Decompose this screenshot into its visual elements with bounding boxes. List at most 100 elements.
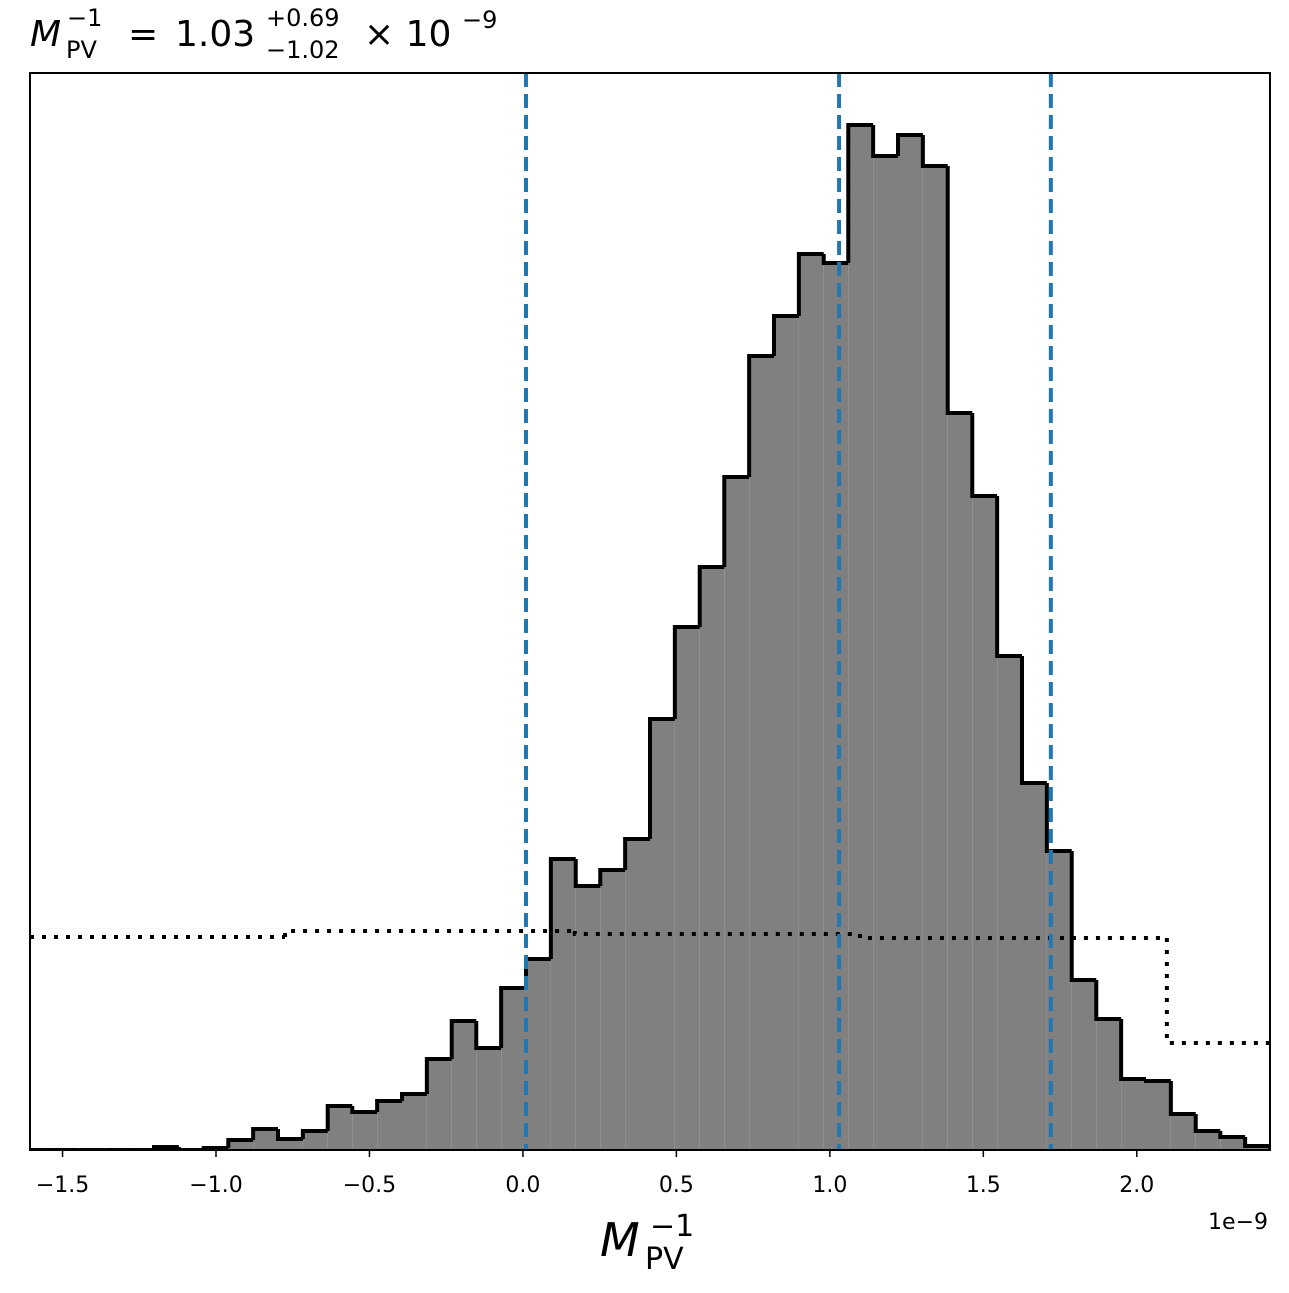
histogram-step	[1069, 851, 1097, 982]
plot-area	[30, 73, 1270, 1150]
histogram-bar	[426, 1059, 452, 1150]
prior-step	[283, 929, 575, 937]
histogram-step	[995, 496, 1022, 658]
histogram-step	[251, 1127, 278, 1140]
prior-step	[572, 931, 860, 936]
axes-frame	[29, 72, 1271, 1151]
histogram-bar	[848, 125, 874, 1150]
histogram-bar	[253, 1129, 278, 1150]
histogram-bar	[798, 254, 824, 1150]
histogram-step	[375, 1099, 402, 1112]
histogram-bar	[402, 1094, 427, 1150]
prior-step	[857, 934, 1167, 940]
histogram-bar	[1170, 1114, 1196, 1150]
histogram-step	[1218, 1131, 1246, 1139]
histogram-bar	[1096, 1019, 1122, 1150]
histogram-bar	[749, 356, 774, 1150]
title-superscript: −1	[67, 4, 102, 32]
histogram-step	[623, 837, 650, 870]
histogram-step	[722, 475, 750, 567]
histogram-step	[1144, 1079, 1171, 1083]
histogram-bar	[972, 496, 998, 1150]
histogram-bar	[600, 870, 626, 1150]
histogram-bar	[699, 567, 725, 1150]
histogram-step	[350, 1106, 378, 1114]
title: M −1 PV = 1.03 +0.69 −1.02 × 10 −9	[30, 4, 497, 64]
histogram-bar	[451, 1021, 477, 1150]
histogram-bar	[1022, 783, 1047, 1150]
histogram-step	[1044, 783, 1072, 853]
histogram-step	[1193, 1114, 1221, 1133]
histogram-bar	[526, 959, 551, 1150]
histogram-step	[697, 565, 725, 627]
x-tick-label: −0.5	[343, 1173, 396, 1198]
histogram-bar	[625, 839, 650, 1150]
histogram-bar	[377, 1101, 402, 1150]
histogram-bar	[302, 1131, 328, 1150]
histogram-step	[226, 1138, 254, 1148]
histogram-bar	[1121, 1079, 1146, 1150]
histogram-step	[648, 717, 675, 839]
histogram-step	[1243, 1137, 1270, 1150]
histogram-step	[548, 857, 576, 959]
x-tick-label: −1.5	[36, 1173, 89, 1198]
histogram-bar	[1146, 1081, 1171, 1150]
title-upper: +0.69	[266, 4, 340, 32]
x-tick-label: 2.0	[1119, 1173, 1154, 1198]
x-label-superscript: −1	[650, 1209, 694, 1244]
histogram-bar	[327, 1106, 353, 1150]
title-median: 1.03	[175, 14, 255, 55]
x-label: M −1 PV	[600, 1209, 694, 1277]
x-tick-label: −1.0	[189, 1173, 242, 1198]
histogram-step	[1119, 1019, 1146, 1081]
histogram-step	[821, 254, 849, 265]
title-multiplier: × 10	[364, 14, 451, 55]
histogram-step	[325, 1104, 353, 1131]
x-tick-label: 1.5	[966, 1173, 1001, 1198]
x-tick-label: 1.0	[812, 1173, 847, 1198]
histogram-step	[598, 868, 626, 886]
x-tick-label: 0.5	[659, 1173, 694, 1198]
histogram-step	[1094, 980, 1122, 1021]
histogram-bar	[550, 859, 576, 1150]
histogram-bar	[674, 627, 700, 1150]
histogram-bar	[823, 263, 849, 1150]
histogram-step	[772, 314, 799, 356]
histogram-step	[920, 135, 948, 168]
histogram-bar	[922, 166, 948, 1150]
histogram-bar	[1195, 1131, 1221, 1150]
histogram-step	[1020, 656, 1047, 785]
title-subscript: PV	[66, 36, 97, 64]
histogram-bar	[476, 1048, 502, 1150]
histogram-bar	[1220, 1137, 1246, 1150]
prior-step	[1164, 938, 1270, 1045]
title-symbol: M	[30, 14, 61, 55]
histogram-bar	[997, 656, 1022, 1150]
histogram-bar	[873, 156, 898, 1150]
histogram-step	[747, 354, 774, 477]
histogram-bar	[352, 1112, 378, 1150]
histogram-bar	[724, 477, 750, 1150]
title-exponent: −9	[462, 6, 497, 34]
title-relation: =	[128, 14, 158, 55]
histogram-step	[871, 125, 898, 158]
histogram-bar	[228, 1140, 254, 1150]
histogram-step	[474, 1021, 502, 1050]
histogram-step	[970, 413, 998, 498]
histogram-step	[276, 1129, 303, 1141]
histogram-step	[672, 625, 700, 719]
histogram-bar	[898, 135, 923, 1150]
histogram-step	[300, 1129, 328, 1139]
histogram-step	[796, 252, 824, 316]
x-label-subscript: PV	[645, 1242, 684, 1277]
histogram-bar	[501, 988, 526, 1150]
histogram-bar	[278, 1139, 303, 1150]
histogram-step	[573, 859, 601, 888]
histogram-step	[424, 1057, 452, 1094]
histogram-step	[896, 133, 923, 156]
histogram-bar	[575, 886, 601, 1150]
histogram-bar	[774, 316, 799, 1150]
histogram-step	[449, 1019, 477, 1059]
histogram-bar	[947, 413, 973, 1150]
